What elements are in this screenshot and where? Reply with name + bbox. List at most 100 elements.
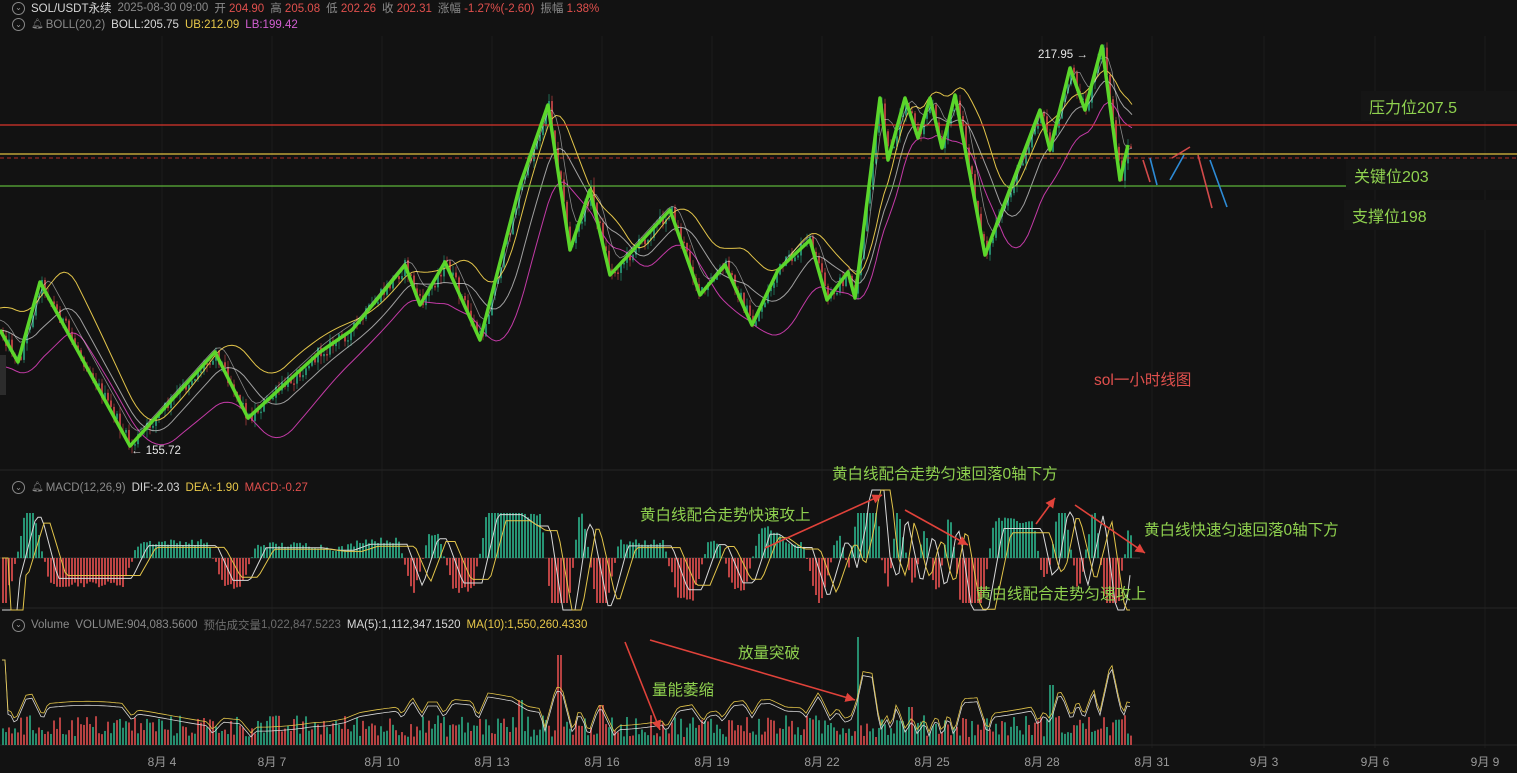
volume-bar xyxy=(524,731,526,745)
macd-histogram-bar xyxy=(590,558,592,568)
chevron-down-icon[interactable]: ⌄ xyxy=(12,481,25,494)
volume-bar xyxy=(710,718,712,745)
macd-histogram-bar xyxy=(527,517,529,558)
volume-header: ⌄ Volume VOLUME:904,083.5600 预估成交量 1,022… xyxy=(12,617,587,633)
volume-bar xyxy=(176,733,178,745)
candle-body xyxy=(296,370,298,384)
macd-histogram-bar xyxy=(1049,558,1051,565)
symbol-label[interactable]: SOL/USDT永续 xyxy=(31,3,112,15)
volume-bar xyxy=(170,716,172,745)
macd-histogram-bar xyxy=(965,558,967,603)
macd-histogram-bar xyxy=(107,558,109,582)
candle-body xyxy=(155,418,157,426)
volume-bar xyxy=(497,718,499,745)
candle-body xyxy=(773,282,775,288)
volume-bar xyxy=(767,717,769,745)
candle-body xyxy=(968,147,970,167)
volume-bar xyxy=(941,732,943,745)
candle-body xyxy=(68,320,70,332)
candle-body xyxy=(842,277,844,287)
volume-bar xyxy=(893,733,895,745)
volume-bar xyxy=(533,729,535,745)
volume-bar xyxy=(134,717,136,745)
volume-bar xyxy=(647,735,649,745)
volume-bar xyxy=(698,725,700,745)
macd-histogram-bar xyxy=(1031,521,1033,558)
volume-bar xyxy=(224,729,226,745)
candle-body xyxy=(977,200,979,214)
macd-histogram-bar xyxy=(1040,558,1042,570)
candle-body xyxy=(23,343,25,360)
macd-histogram-bar xyxy=(401,553,403,558)
volume-bar xyxy=(974,735,976,745)
macd-histogram-bar xyxy=(41,551,43,558)
macd-histogram-bar xyxy=(710,541,712,558)
volume-bar xyxy=(446,736,448,745)
candle-body xyxy=(599,221,601,223)
candle-body xyxy=(389,284,391,289)
macd-histogram-bar xyxy=(1034,530,1036,558)
volume-bar xyxy=(1082,723,1084,745)
volume-bar xyxy=(839,734,841,745)
bell-icon[interactable]: 🔔︎ xyxy=(31,482,44,493)
boll-label[interactable]: BOLL(20,2) xyxy=(45,18,106,31)
volume-bar xyxy=(41,729,43,745)
volume-bar xyxy=(956,726,958,745)
macd-dif-line xyxy=(2,489,1131,611)
volume-bar xyxy=(845,733,847,745)
volume-bar xyxy=(917,722,919,745)
bell-icon[interactable]: 🔔︎ xyxy=(31,19,44,30)
volume-bar xyxy=(590,727,592,745)
candle-body xyxy=(746,305,748,311)
volume-bar xyxy=(854,731,856,745)
chevron-down-icon[interactable]: ⌄ xyxy=(12,18,25,31)
volume-bar xyxy=(1013,717,1015,745)
macd-histogram-bar xyxy=(65,558,67,587)
volume-bar xyxy=(806,715,808,745)
volume-bar xyxy=(632,735,634,745)
volume-bar xyxy=(458,724,460,745)
chevron-down-icon[interactable]: ⌄ xyxy=(12,618,25,632)
volume-bar xyxy=(260,722,262,745)
candle-body xyxy=(308,365,310,369)
macd-histogram-bar xyxy=(191,539,193,558)
boll-header: ⌄ 🔔︎ BOLL(20,2) BOLL:205.75 UB:212.09 LB… xyxy=(12,18,298,31)
high-value: 205.08 xyxy=(284,3,321,15)
volume-bar xyxy=(215,726,217,745)
candle-body xyxy=(128,429,130,445)
volume-bar xyxy=(857,637,859,745)
candle-body xyxy=(728,260,730,274)
macd-histogram-bar xyxy=(1112,558,1114,603)
volume-bar xyxy=(713,732,715,745)
macd-histogram-bar xyxy=(677,558,679,598)
macd-histogram-bar xyxy=(974,558,976,603)
candle-body xyxy=(533,148,535,162)
volume-bar xyxy=(1019,730,1021,745)
volume-bar xyxy=(203,718,205,745)
macd-histogram-bar xyxy=(737,558,739,588)
macd-histogram-bar xyxy=(530,513,532,558)
macd-histogram-bar xyxy=(989,548,991,558)
macd-histogram-bar xyxy=(341,546,343,558)
volume-bar xyxy=(722,734,724,745)
macd-histogram-bar xyxy=(605,558,607,603)
macd-histogram-bar xyxy=(380,537,382,558)
volume-bar xyxy=(110,733,112,745)
macd-histogram-bar xyxy=(905,552,907,558)
macd-histogram-bar xyxy=(740,558,742,591)
macd-label[interactable]: MACD(12,26,9) xyxy=(45,481,126,494)
candle-body xyxy=(452,272,454,276)
volume-annotation-shrink: 量能萎缩 xyxy=(652,682,715,699)
volume-bar xyxy=(35,733,37,745)
candle-body xyxy=(734,275,736,291)
volume-label[interactable]: Volume xyxy=(31,619,70,631)
chevron-down-icon[interactable]: ⌄ xyxy=(12,1,25,15)
side-collapse-tab[interactable] xyxy=(0,355,6,395)
volume-bar xyxy=(944,720,946,745)
candle-body xyxy=(536,141,538,149)
volume-bar xyxy=(659,736,661,745)
macd-histogram-bar xyxy=(1115,558,1117,603)
macd-histogram-bar xyxy=(257,544,259,558)
volume-bar xyxy=(65,734,67,745)
